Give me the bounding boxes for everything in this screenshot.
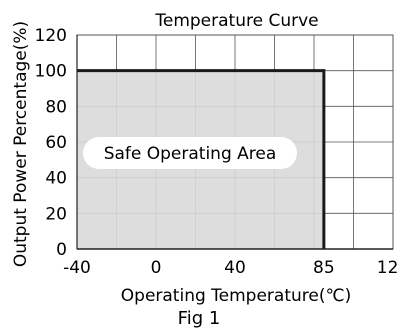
- x-tick-label: 0: [151, 258, 162, 278]
- y-tick-label: 40: [45, 169, 67, 189]
- y-tick-label: 80: [45, 97, 67, 117]
- y-tick-label: 0: [56, 240, 67, 260]
- line-layer: [77, 69, 326, 249]
- y-axis-label: Output Power Percentage(%): [11, 21, 31, 267]
- safe-operating-area-label: Safe Operating Area: [104, 144, 277, 164]
- x-tick-label: 85: [313, 258, 335, 278]
- x-tick-label: 40: [224, 258, 246, 278]
- x-axis-label: Operating Temperature(℃): [121, 286, 351, 306]
- temperature-curve-line: [77, 69, 326, 249]
- y-tick-labels: 0 20 40 60 80 100 120: [35, 26, 67, 260]
- axes: [76, 35, 393, 250]
- x-tick-label: 120: [377, 258, 398, 278]
- y-tick-label: 20: [45, 204, 67, 224]
- chart-title: Temperature Curve: [154, 11, 318, 31]
- annotation-background: [83, 137, 297, 169]
- y-tick-label: 100: [35, 62, 67, 82]
- y-tick-label: 60: [45, 133, 67, 153]
- figure-caption: Fig 1: [178, 308, 221, 329]
- y-tick-label: 120: [35, 26, 67, 46]
- x-tick-labels: -40 0 40 85 120: [63, 258, 398, 278]
- x-tick-label: -40: [63, 258, 91, 278]
